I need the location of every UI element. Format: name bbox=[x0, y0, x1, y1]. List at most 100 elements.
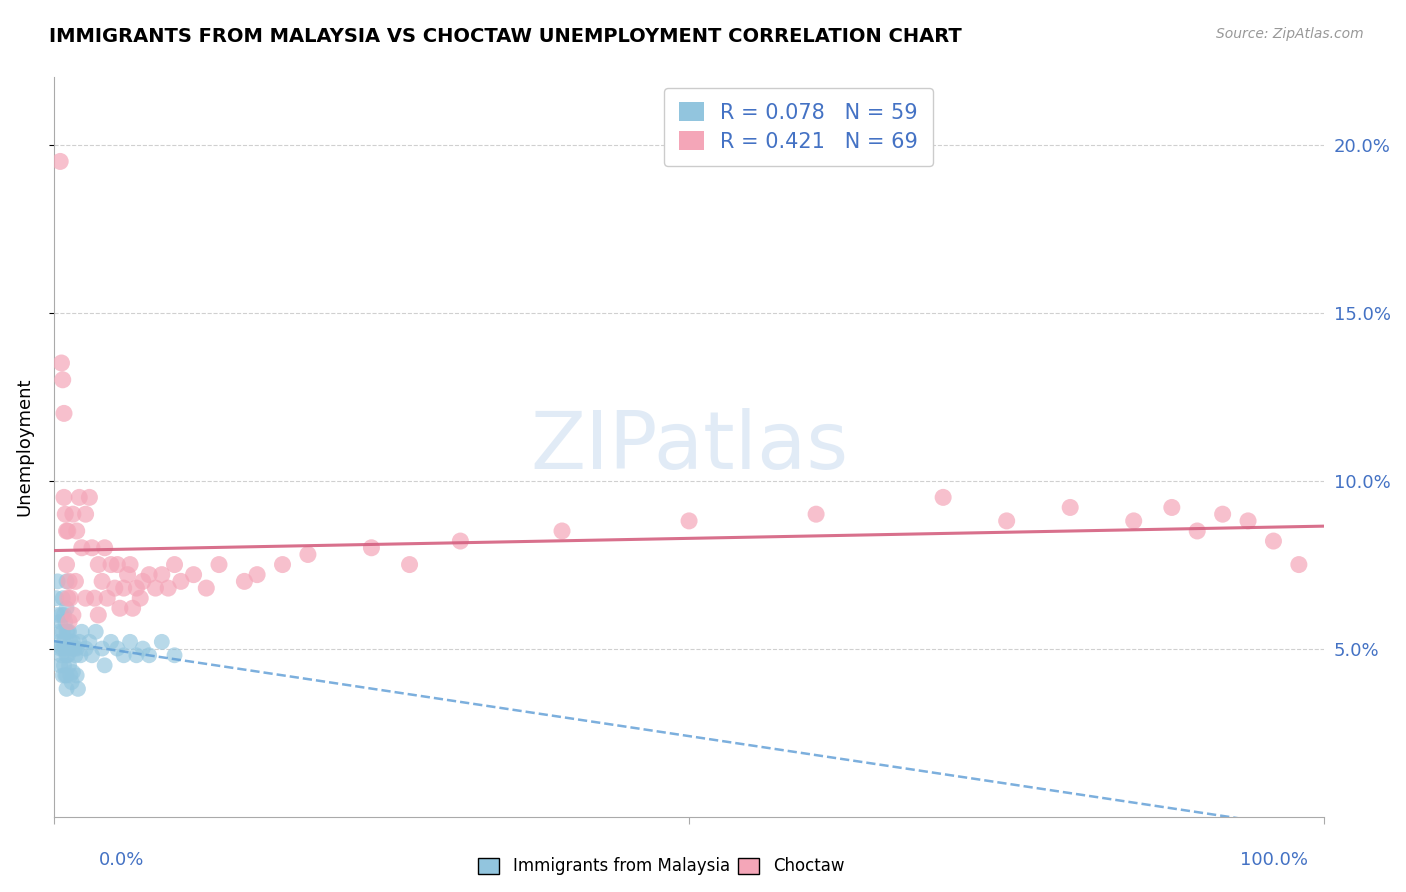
Point bbox=[132, 574, 155, 589]
Point bbox=[48, 624, 70, 639]
Point bbox=[55, 681, 77, 696]
Point bbox=[58, 658, 80, 673]
Point bbox=[79, 635, 101, 649]
Text: Source: ZipAtlas.com: Source: ZipAtlas.com bbox=[1216, 27, 1364, 41]
Point bbox=[52, 624, 75, 639]
Point bbox=[69, 648, 91, 663]
Point bbox=[62, 607, 84, 622]
Point bbox=[70, 624, 93, 639]
Point bbox=[1059, 500, 1081, 515]
Point bbox=[125, 581, 148, 595]
Point bbox=[49, 615, 72, 629]
Point bbox=[53, 507, 76, 521]
Point bbox=[297, 548, 319, 562]
Text: Choctaw: Choctaw bbox=[773, 857, 845, 875]
Point bbox=[84, 624, 107, 639]
Point bbox=[233, 574, 256, 589]
Point bbox=[51, 607, 73, 622]
Point bbox=[70, 541, 93, 555]
Point bbox=[932, 491, 955, 505]
Point bbox=[62, 635, 84, 649]
Point bbox=[52, 373, 75, 387]
Point bbox=[53, 635, 76, 649]
Point bbox=[56, 624, 79, 639]
Legend: R = 0.078   N = 59, R = 0.421   N = 69: R = 0.078 N = 59, R = 0.421 N = 69 bbox=[664, 87, 932, 166]
Point bbox=[66, 681, 89, 696]
Point bbox=[125, 648, 148, 663]
Point bbox=[138, 567, 160, 582]
Point bbox=[75, 507, 97, 521]
Point bbox=[66, 668, 89, 682]
Point bbox=[52, 591, 75, 606]
Point bbox=[46, 607, 69, 622]
Point bbox=[65, 574, 87, 589]
Point bbox=[80, 541, 103, 555]
Point bbox=[208, 558, 231, 572]
Point bbox=[163, 648, 186, 663]
Point bbox=[100, 558, 122, 572]
Point bbox=[91, 641, 114, 656]
Point bbox=[53, 641, 76, 656]
Point bbox=[80, 648, 103, 663]
Text: 0.0%: 0.0% bbox=[98, 851, 143, 869]
Point bbox=[195, 581, 218, 595]
Point bbox=[271, 558, 294, 572]
Point bbox=[96, 591, 118, 606]
Point bbox=[91, 574, 114, 589]
Point bbox=[56, 648, 79, 663]
Point bbox=[75, 641, 97, 656]
Point bbox=[67, 491, 90, 505]
Point bbox=[55, 558, 77, 572]
Point bbox=[53, 607, 76, 622]
Point bbox=[49, 658, 72, 673]
Point bbox=[53, 491, 76, 505]
Y-axis label: Unemployment: Unemployment bbox=[15, 377, 32, 516]
Point bbox=[93, 658, 115, 673]
Point bbox=[1237, 514, 1260, 528]
Point bbox=[66, 524, 89, 538]
Point bbox=[1288, 558, 1310, 572]
Point bbox=[449, 534, 471, 549]
Point bbox=[45, 591, 67, 606]
Point bbox=[79, 491, 101, 505]
Point bbox=[995, 514, 1018, 528]
Point bbox=[551, 524, 574, 538]
Point bbox=[112, 648, 135, 663]
Point bbox=[120, 558, 142, 572]
Point bbox=[58, 624, 80, 639]
Point bbox=[105, 558, 128, 572]
Point bbox=[49, 154, 72, 169]
Point bbox=[58, 615, 80, 629]
Point bbox=[56, 591, 79, 606]
Point bbox=[1212, 507, 1234, 521]
Point bbox=[157, 581, 180, 595]
Point bbox=[1263, 534, 1285, 549]
Point bbox=[398, 558, 420, 572]
Point bbox=[48, 635, 70, 649]
Point bbox=[163, 558, 186, 572]
Point bbox=[59, 591, 82, 606]
Point bbox=[83, 591, 105, 606]
Point bbox=[1160, 500, 1182, 515]
Point bbox=[1122, 514, 1144, 528]
Point bbox=[105, 641, 128, 656]
Point bbox=[112, 581, 135, 595]
Point bbox=[53, 615, 76, 629]
Point bbox=[53, 406, 76, 420]
Text: ZIPatlas: ZIPatlas bbox=[530, 408, 848, 486]
Point bbox=[51, 356, 73, 370]
Text: IMMIGRANTS FROM MALAYSIA VS CHOCTAW UNEMPLOYMENT CORRELATION CHART: IMMIGRANTS FROM MALAYSIA VS CHOCTAW UNEM… bbox=[49, 27, 962, 45]
Point bbox=[52, 641, 75, 656]
Point bbox=[46, 574, 69, 589]
Point bbox=[51, 648, 73, 663]
Point bbox=[75, 591, 97, 606]
Point bbox=[145, 581, 167, 595]
Point bbox=[59, 635, 82, 649]
Point bbox=[138, 648, 160, 663]
Point bbox=[121, 601, 143, 615]
Point bbox=[170, 574, 193, 589]
Text: 100.0%: 100.0% bbox=[1240, 851, 1308, 869]
Point bbox=[56, 524, 79, 538]
Point bbox=[129, 591, 152, 606]
Point bbox=[1187, 524, 1209, 538]
